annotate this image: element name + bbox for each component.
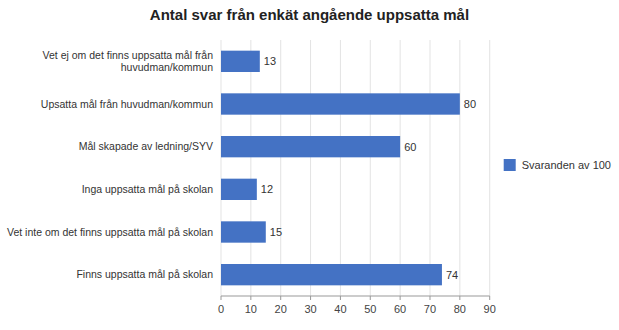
tick-mark (250, 296, 251, 300)
category-label: Vet inte om det finns uppsatta mål på sk… (7, 226, 213, 238)
grid-line (280, 40, 281, 296)
title: Antal svar från enkät angående uppsatta … (150, 6, 469, 23)
bars (221, 51, 460, 286)
category-labels: Finns uppsatta mål på skolan Vet inte om … (7, 49, 213, 280)
data-label: 13 (264, 55, 276, 67)
chart-svg: Antal svar från enkät angående uppsatta … (0, 0, 619, 330)
grid-line (310, 40, 311, 296)
bar (221, 179, 257, 200)
bar (221, 264, 442, 285)
bar (221, 51, 260, 72)
tick-label: 90 (484, 303, 496, 315)
background (0, 0, 619, 330)
legend-swatch (504, 159, 516, 171)
tick-mark (340, 296, 341, 300)
tick-label: 60 (394, 303, 406, 315)
category-label: Vet ej om det finns uppsatta mål frånhuv… (43, 49, 214, 73)
tick-label: 40 (334, 303, 346, 315)
bar (221, 136, 400, 157)
data-label: 15 (270, 226, 282, 238)
tick-mark (429, 296, 430, 300)
tick-mark (310, 296, 311, 300)
bar (221, 93, 460, 114)
tick-mark (489, 296, 490, 300)
grid-line (489, 40, 490, 296)
tick-label: 50 (364, 303, 376, 315)
data-label: 74 (446, 269, 458, 281)
tick-mark (221, 296, 222, 300)
grid-line (400, 40, 401, 296)
tick-mark (400, 296, 401, 300)
tick-label: 70 (424, 303, 436, 315)
grid-line (459, 40, 460, 296)
category-label: Mål skapade av ledning/SYV (79, 140, 213, 152)
data-label: 60 (404, 141, 416, 153)
grid-line (250, 40, 251, 296)
grid-line (340, 40, 341, 296)
x-axis-line (221, 296, 490, 297)
tick-label: 80 (454, 303, 466, 315)
legend-label: Svaranden av 100 (522, 159, 611, 171)
grid-line (429, 40, 430, 296)
data-label: 80 (464, 98, 476, 110)
category-label: Finns uppsatta mål på skolan (76, 268, 213, 280)
grid-line (221, 40, 222, 296)
category-label: Inga uppsatta mål på skolan (82, 183, 213, 195)
data-labels: 74 15 12 60 80 13 (261, 55, 476, 280)
data-label: 12 (261, 183, 273, 195)
grid-line (370, 40, 371, 296)
legend: Svaranden av 100 (504, 159, 611, 171)
chart-container: Antal svar från enkät angående uppsatta … (0, 0, 619, 330)
tick-mark (280, 296, 281, 300)
category-label: Upsatta mål från huvudman/kommun (41, 98, 213, 110)
tick-label: 10 (245, 303, 257, 315)
tick-label: 20 (275, 303, 287, 315)
tick-label: 30 (304, 303, 316, 315)
tick-mark (370, 296, 371, 300)
tick-mark (459, 296, 460, 300)
grid: 0 10 20 30 40 50 60 70 80 90 (218, 40, 496, 315)
tick-label: 0 (218, 303, 224, 315)
bar (221, 221, 266, 242)
